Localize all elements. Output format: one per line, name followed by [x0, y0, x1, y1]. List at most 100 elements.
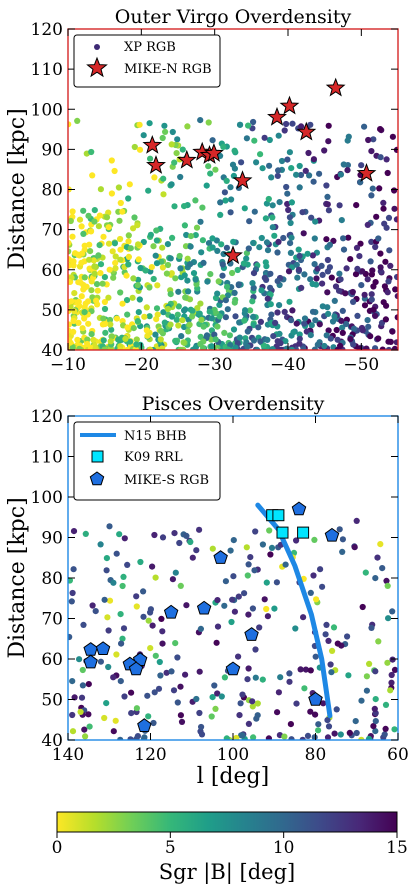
pisces-rgb-point: [208, 713, 215, 720]
xp-rgb-point: [126, 181, 133, 188]
pisces-rgb-point: [196, 526, 203, 533]
pisces-rgb-point: [251, 567, 258, 574]
xp-rgb-point: [193, 224, 201, 231]
xp-rgb-point: [135, 256, 142, 263]
xp-rgb-point: [90, 257, 97, 264]
xp-rgb-point: [261, 274, 268, 281]
xp-rgb-point: [309, 252, 316, 259]
pisces-rgb-point: [82, 733, 89, 740]
xp-rgb-point: [365, 323, 372, 330]
pisces-rgb-point: [235, 653, 242, 660]
pisces-rgb-point: [227, 547, 234, 554]
pisces-rgb-point: [372, 728, 379, 735]
pisces-rgb-point: [384, 582, 391, 590]
pisces-rgb-point: [271, 605, 278, 612]
xp-rgb-point: [192, 232, 199, 239]
xp-rgb-point: [217, 199, 224, 206]
xp-rgb-point: [340, 235, 347, 242]
xp-rgb-point: [284, 190, 291, 197]
mike-s-rgb-pentagon: [324, 527, 340, 542]
xp-rgb-point: [250, 313, 257, 320]
xp-rgb-point: [289, 120, 296, 127]
xp-rgb-point: [287, 219, 294, 227]
xp-rgb-point: [154, 282, 161, 289]
xp-rgb-point: [161, 319, 168, 326]
pisces-rgb-point: [372, 718, 379, 725]
pisces-rgb-point: [140, 613, 147, 620]
xp-rgb-point: [393, 146, 398, 153]
xp-rgb-point: [236, 334, 243, 341]
xp-rgb-point: [288, 165, 295, 172]
xp-rgb-point: [288, 346, 295, 350]
pisces-rgb-point: [327, 661, 334, 668]
xp-rgb-point: [70, 328, 77, 335]
xp-rgb-point: [206, 308, 213, 315]
x-tick-label: −10: [50, 355, 86, 375]
pisces-rgb-point: [110, 579, 117, 586]
xp-rgb-point: [293, 320, 300, 327]
xp-rgb-point: [284, 156, 291, 163]
xp-rgb-point: [151, 174, 158, 181]
mike-s-rgb-pentagon: [95, 641, 111, 655]
xp-rgb-point: [308, 322, 315, 329]
xp-rgb-point: [283, 120, 290, 128]
xp-rgb-point: [363, 345, 370, 350]
xp-rgb-point: [68, 339, 74, 346]
xp-rgb-point: [394, 293, 398, 300]
xp-rgb-point: [349, 288, 356, 296]
xp-rgb-point: [269, 214, 276, 221]
pisces-rgb-point: [209, 694, 216, 701]
xp-rgb-point: [249, 280, 256, 287]
x-tick-label: −50: [343, 355, 379, 375]
pisces-rgb-point: [218, 693, 225, 700]
pisces-rgb-point: [110, 728, 117, 735]
xp-rgb-point: [283, 183, 290, 191]
mike-s-rgb-pentagon: [213, 550, 228, 564]
xp-rgb-point: [103, 214, 111, 221]
xp-rgb-point: [277, 340, 284, 347]
xp-rgb-point: [391, 205, 398, 212]
pisces-rgb-point: [334, 640, 341, 647]
x-tick-label: −20: [123, 355, 159, 375]
pisces-rgb-point: [121, 693, 128, 700]
xp-rgb-point: [357, 240, 364, 247]
pisces-rgb-point: [311, 734, 318, 740]
xp-rgb-point: [278, 157, 286, 165]
pisces-rgb-point: [113, 550, 120, 557]
pisces-rgb-point: [174, 654, 181, 661]
x-tick-label: −40: [270, 355, 306, 375]
xp-rgb-point: [80, 230, 87, 237]
xp-rgb-point: [205, 119, 212, 126]
pisces-rgb-point: [300, 614, 307, 621]
legend-mike-n-marker: [86, 56, 108, 78]
xp-rgb-point: [183, 231, 190, 239]
pisces-rgb-point: [372, 668, 379, 675]
pisces-rgb-point: [312, 711, 319, 718]
pisces-rgb-point: [359, 603, 366, 611]
pisces-rgb-point: [113, 651, 120, 658]
xp-rgb-point: [268, 174, 275, 181]
xp-rgb-point: [364, 221, 371, 228]
xp-rgb-point: [150, 243, 157, 250]
xp-rgb-point: [275, 238, 282, 245]
xp-rgb-point: [231, 289, 238, 296]
xp-rgb-point: [369, 185, 376, 192]
pisces-rgb-point: [388, 671, 395, 679]
xp-rgb-point: [168, 270, 175, 277]
xp-rgb-point: [264, 247, 272, 254]
xp-rgb-point: [160, 309, 167, 316]
xp-rgb-point: [302, 167, 309, 174]
xp-rgb-point: [159, 264, 166, 271]
xp-rgb-point: [296, 184, 303, 191]
xp-rgb-point: [310, 156, 317, 163]
xp-rgb-point: [177, 173, 184, 181]
pisces-rgb-point: [158, 615, 165, 623]
xp-rgb-point: [74, 117, 81, 124]
xp-rgb-point: [174, 136, 181, 143]
xp-rgb-point: [219, 272, 226, 279]
xp-rgb-point: [281, 308, 288, 315]
xp-rgb-point: [267, 270, 274, 277]
pisces-rgb-point: [221, 602, 228, 609]
xp-rgb-point: [93, 297, 100, 304]
xp-rgb-point: [331, 297, 338, 304]
